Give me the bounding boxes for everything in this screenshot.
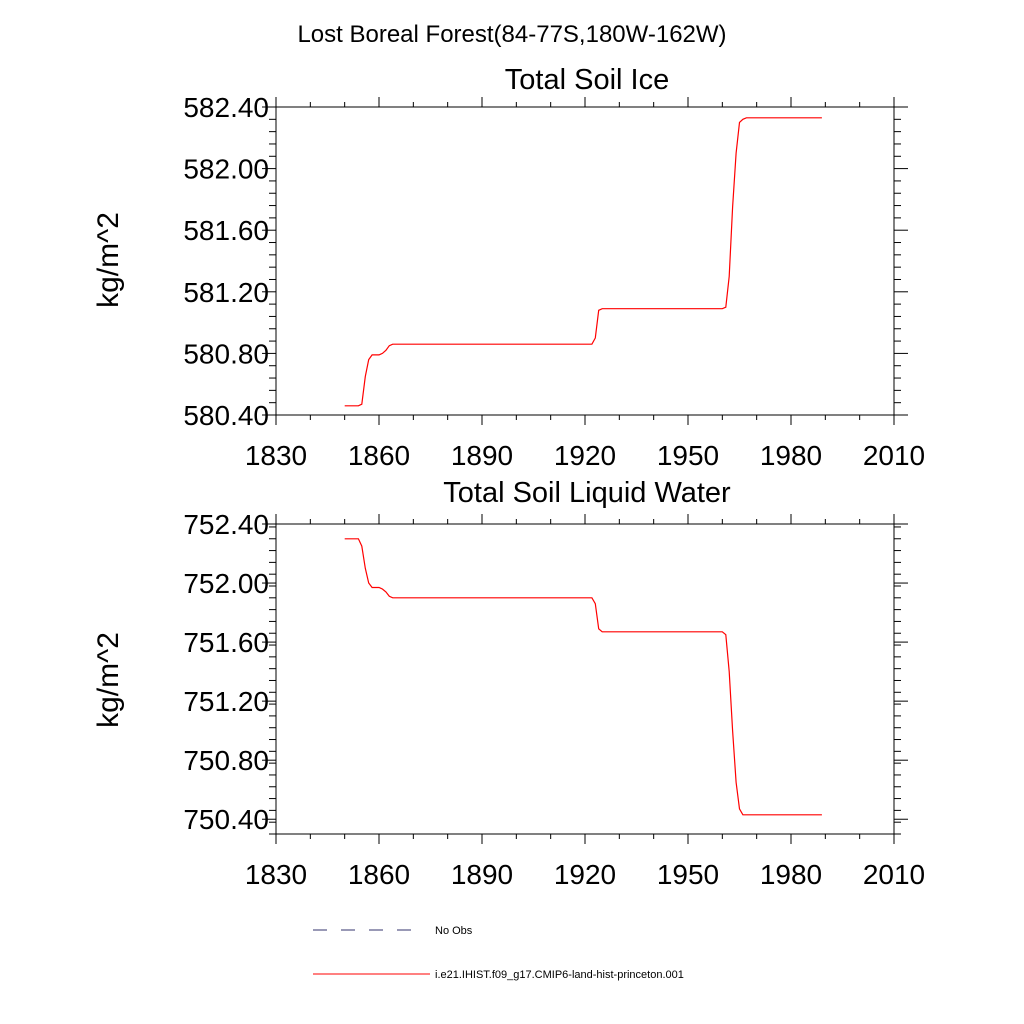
y-tick-label: 752.40 bbox=[183, 509, 269, 540]
x-tick-label: 1950 bbox=[657, 440, 719, 471]
x-tick-label: 1860 bbox=[348, 440, 410, 471]
y-axis-label: kg/m^2 bbox=[92, 632, 125, 728]
series-group bbox=[344, 117, 822, 407]
legend-label-no-obs: No Obs bbox=[435, 925, 473, 937]
x-tick-label: 1980 bbox=[760, 859, 822, 890]
y-tick-label: 582.40 bbox=[183, 92, 269, 123]
x-tick-label: 1830 bbox=[245, 859, 307, 890]
legend: No Obs i.e21.IHIST.f09_g17.CMIP6-land-hi… bbox=[313, 925, 684, 981]
x-tick-label: 1920 bbox=[554, 859, 616, 890]
series-line bbox=[344, 538, 822, 816]
axis-ticks bbox=[262, 514, 908, 844]
x-tick-label: 2010 bbox=[863, 859, 925, 890]
soil-ice-panel: Total Soil Ice kg/m^2 1830 1860 1890 1920 19… bbox=[92, 64, 925, 471]
panel-title: Total Soil Liquid Water bbox=[443, 477, 731, 509]
y-tick-label: 580.40 bbox=[183, 400, 269, 431]
y-tick-label: 750.40 bbox=[183, 804, 269, 835]
plot-frame bbox=[275, 523, 895, 835]
y-tick-label: 751.60 bbox=[183, 627, 269, 658]
x-tick-label: 1860 bbox=[348, 859, 410, 890]
y-tick-label: 750.80 bbox=[183, 745, 269, 776]
axis-ticks bbox=[262, 97, 908, 425]
panel-title: Total Soil Ice bbox=[505, 64, 669, 96]
y-tick-label: 580.80 bbox=[183, 338, 269, 369]
series-group bbox=[344, 538, 822, 816]
y-tick-label: 581.20 bbox=[183, 277, 269, 308]
x-tick-label: 1950 bbox=[657, 859, 719, 890]
x-tick-label: 1980 bbox=[760, 440, 822, 471]
y-tick-label: 751.20 bbox=[183, 686, 269, 717]
legend-label-model: i.e21.IHIST.f09_g17.CMIP6-land-hist-prin… bbox=[435, 969, 684, 981]
y-axis-label: kg/m^2 bbox=[92, 212, 125, 308]
y-tick-label: 752.00 bbox=[183, 568, 269, 599]
tick-labels: 1830 1860 1890 1920 1950 1980 2010 580.40 580.80… bbox=[183, 92, 925, 471]
y-tick-label: 581.60 bbox=[183, 215, 269, 246]
x-tick-label: 1920 bbox=[554, 440, 616, 471]
figure-title: Lost Boreal Forest(84-77S,180W-162W) bbox=[297, 21, 726, 48]
soil-liquid-water-panel: Total Soil Liquid Water kg/m^2 1830 1860 1… bbox=[92, 477, 925, 890]
tick-labels: 1830 1860 1890 1920 1950 1980 2010 750.40 750.80… bbox=[183, 509, 925, 890]
x-tick-label: 1890 bbox=[451, 859, 513, 890]
x-tick-label: 1830 bbox=[245, 440, 307, 471]
y-tick-label: 582.00 bbox=[183, 154, 269, 185]
x-tick-label: 1890 bbox=[451, 440, 513, 471]
series-line bbox=[344, 117, 822, 407]
plot-frame bbox=[275, 106, 895, 416]
x-tick-label: 2010 bbox=[863, 440, 925, 471]
